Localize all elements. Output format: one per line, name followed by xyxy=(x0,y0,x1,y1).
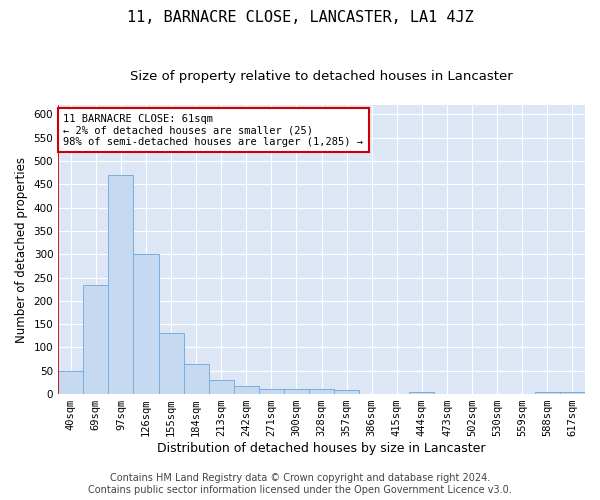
Bar xyxy=(309,390,334,394)
Bar xyxy=(409,392,434,394)
Text: Contains HM Land Registry data © Crown copyright and database right 2024.
Contai: Contains HM Land Registry data © Crown c… xyxy=(88,474,512,495)
Bar xyxy=(109,175,133,394)
Title: Size of property relative to detached houses in Lancaster: Size of property relative to detached ho… xyxy=(130,70,513,83)
X-axis label: Distribution of detached houses by size in Lancaster: Distribution of detached houses by size … xyxy=(157,442,486,455)
Bar xyxy=(234,386,259,394)
Bar xyxy=(259,390,284,394)
Bar xyxy=(535,392,560,394)
Bar xyxy=(58,371,83,394)
Bar xyxy=(560,392,585,394)
Bar xyxy=(284,390,309,394)
Bar xyxy=(133,254,158,394)
Bar xyxy=(184,364,209,394)
Text: 11 BARNACRE CLOSE: 61sqm
← 2% of detached houses are smaller (25)
98% of semi-de: 11 BARNACRE CLOSE: 61sqm ← 2% of detache… xyxy=(64,114,364,147)
Bar xyxy=(334,390,359,394)
Bar xyxy=(209,380,234,394)
Text: 11, BARNACRE CLOSE, LANCASTER, LA1 4JZ: 11, BARNACRE CLOSE, LANCASTER, LA1 4JZ xyxy=(127,10,473,25)
Y-axis label: Number of detached properties: Number of detached properties xyxy=(15,156,28,342)
Bar xyxy=(83,284,109,394)
Bar xyxy=(158,334,184,394)
